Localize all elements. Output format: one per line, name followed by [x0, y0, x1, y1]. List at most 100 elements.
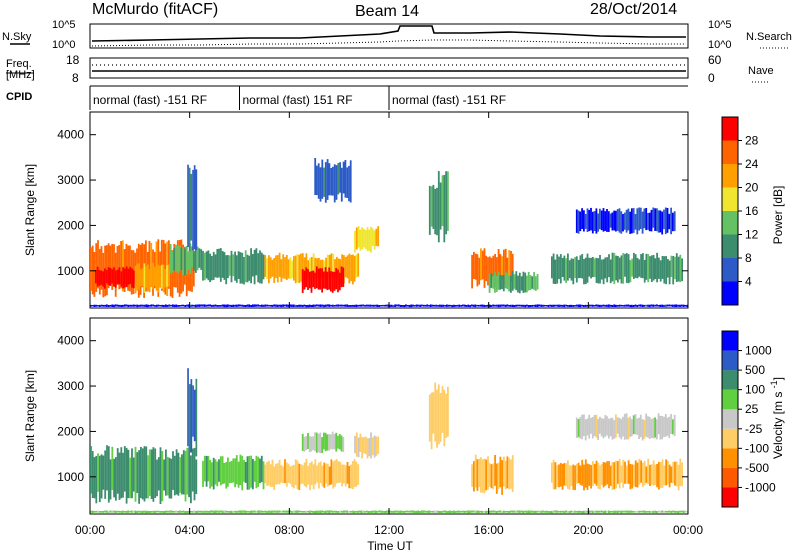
data-cell — [314, 510, 317, 514]
data-cell — [658, 462, 660, 490]
data-cell — [616, 417, 619, 434]
data-cell — [453, 510, 455, 514]
data-cell — [187, 251, 190, 270]
data-cell — [531, 276, 534, 289]
data-cell — [209, 253, 211, 283]
data-cell — [497, 304, 500, 308]
noise-right-tick-bottom: 10^0 — [708, 39, 732, 51]
data-cell — [134, 446, 137, 502]
data-cell — [563, 304, 566, 308]
data-cell — [161, 304, 163, 307]
data-cell — [243, 257, 245, 285]
data-cell — [389, 304, 391, 307]
data-cell — [634, 214, 637, 230]
data-cell — [198, 510, 201, 513]
data-cell — [298, 510, 300, 513]
data-cell — [357, 226, 360, 248]
data-cell — [95, 455, 98, 504]
data-cell — [300, 464, 302, 485]
data-cell — [145, 240, 147, 292]
freq-label-line1: Freq. — [6, 58, 32, 70]
data-cell — [147, 264, 149, 292]
data-cell — [623, 413, 626, 440]
data-cell — [180, 247, 183, 271]
data-cell — [670, 207, 672, 235]
data-cell — [182, 304, 185, 307]
data-cell — [397, 304, 400, 307]
data-cell — [403, 305, 405, 308]
data-cell — [597, 462, 600, 489]
data-cell — [600, 304, 603, 307]
data-cell — [442, 510, 445, 513]
nsky-trace — [91, 25, 686, 42]
colorbar-swatch — [722, 234, 738, 258]
data-cell — [173, 511, 176, 513]
data-cell — [577, 259, 580, 279]
data-cell — [636, 208, 639, 235]
beam-title: Beam 14 — [355, 3, 419, 20]
data-cell — [654, 258, 657, 280]
data-cell — [218, 459, 220, 482]
data-cell — [591, 510, 594, 513]
data-cell — [617, 461, 619, 484]
data-cell — [611, 212, 614, 231]
data-cell — [330, 253, 333, 278]
data-cell — [652, 418, 655, 439]
data-cell — [581, 459, 584, 486]
data-cell — [608, 461, 610, 489]
data-cell — [625, 304, 628, 307]
data-cell — [298, 254, 301, 283]
data-cell — [228, 304, 231, 307]
data-cell — [193, 250, 195, 271]
data-cell — [323, 462, 326, 488]
data-cell — [613, 252, 616, 285]
data-cell — [613, 210, 616, 231]
data-cell — [551, 462, 553, 483]
data-cell — [148, 305, 151, 307]
data-cell — [602, 462, 605, 488]
data-cell — [230, 250, 233, 283]
data-cell — [647, 511, 649, 513]
data-cell — [558, 464, 560, 488]
data-cell — [150, 267, 153, 288]
data-cell — [606, 416, 608, 436]
data-cell — [497, 510, 500, 513]
data-cell — [111, 510, 114, 513]
data-cell — [577, 304, 580, 307]
data-cell — [565, 304, 567, 307]
data-cell — [648, 304, 651, 308]
data-cell — [184, 450, 187, 502]
data-cell — [503, 249, 505, 285]
data-cell — [157, 510, 160, 513]
data-cell — [309, 257, 311, 281]
data-cell — [314, 432, 316, 452]
data-cell — [193, 304, 195, 307]
data-cell — [209, 459, 211, 489]
y-tick-label: 4000 — [57, 334, 84, 348]
data-cell — [481, 304, 484, 307]
data-cell — [246, 304, 249, 307]
data-cell — [609, 304, 612, 307]
data-cell — [219, 248, 222, 282]
data-cell — [185, 246, 188, 275]
data-cell — [428, 394, 431, 442]
data-cell — [430, 392, 433, 450]
data-cell — [657, 305, 660, 307]
data-cell — [211, 510, 213, 513]
data-cell — [237, 510, 240, 513]
data-cell — [437, 510, 439, 513]
data-cell — [434, 382, 437, 442]
data-cell — [298, 463, 301, 491]
data-cell — [616, 209, 619, 231]
data-cell — [570, 465, 573, 486]
data-cell — [170, 510, 172, 513]
y-tick-label: 4000 — [57, 128, 84, 142]
data-cell — [413, 510, 416, 513]
data-cell — [179, 305, 181, 307]
data-cell — [266, 462, 268, 486]
y-tick-label: 1000 — [57, 264, 84, 278]
data-cell — [289, 510, 292, 513]
data-cell — [207, 511, 210, 513]
data-cell — [241, 304, 244, 307]
data-cell — [469, 510, 471, 513]
